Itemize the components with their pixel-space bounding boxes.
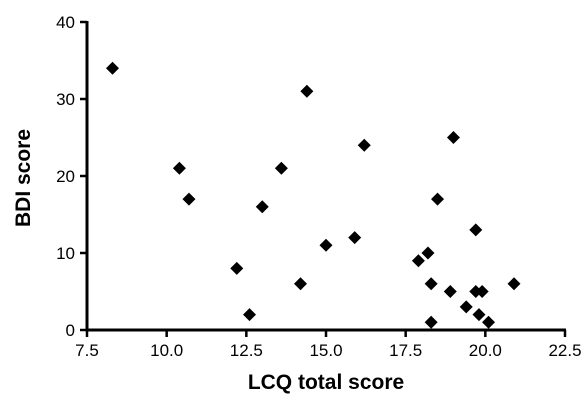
data-point (431, 192, 445, 206)
x-tick-label: 17.5 (389, 341, 422, 360)
data-point (421, 246, 435, 260)
x-tick-label: 15.0 (309, 341, 342, 360)
data-point (507, 277, 521, 291)
y-tick-label: 10 (56, 244, 75, 263)
x-tick-label: 12.5 (230, 341, 263, 360)
data-point (424, 277, 438, 291)
y-tick-label: 30 (56, 90, 75, 109)
data-point (182, 192, 196, 206)
data-points (105, 61, 521, 329)
data-point (482, 315, 496, 329)
y-axis-ticks: 0 10 20 30 40 (56, 13, 87, 340)
x-tick-label: 10.0 (150, 341, 183, 360)
data-point (243, 308, 257, 322)
x-tick-label: 7.5 (75, 341, 99, 360)
data-point (475, 285, 489, 298)
data-point (105, 61, 119, 75)
x-tick-label: 22.5 (548, 341, 581, 360)
x-axis-title: LCQ total score (248, 371, 404, 394)
data-point (411, 254, 425, 268)
data-point (294, 277, 308, 291)
y-tick-label: 0 (66, 321, 75, 340)
x-axis-ticks: 7.5 10.0 12.5 15.0 17.5 20.0 22.5 (75, 330, 582, 360)
y-axis-title: BDI score (12, 129, 35, 227)
data-point (230, 261, 244, 275)
y-tick-label: 20 (56, 167, 75, 186)
data-point (255, 200, 269, 214)
data-point (472, 308, 486, 322)
data-point (319, 238, 333, 252)
x-tick-label: 20.0 (469, 341, 502, 360)
axes (85, 21, 566, 332)
y-tick-label: 40 (56, 13, 75, 32)
data-point (300, 84, 314, 98)
data-point (469, 223, 483, 237)
data-point (459, 300, 473, 314)
data-point (348, 231, 362, 245)
data-point (446, 131, 460, 144)
data-point (274, 161, 288, 175)
data-point (424, 315, 438, 329)
data-point (443, 285, 457, 298)
data-point (357, 138, 371, 152)
data-point (172, 161, 186, 175)
